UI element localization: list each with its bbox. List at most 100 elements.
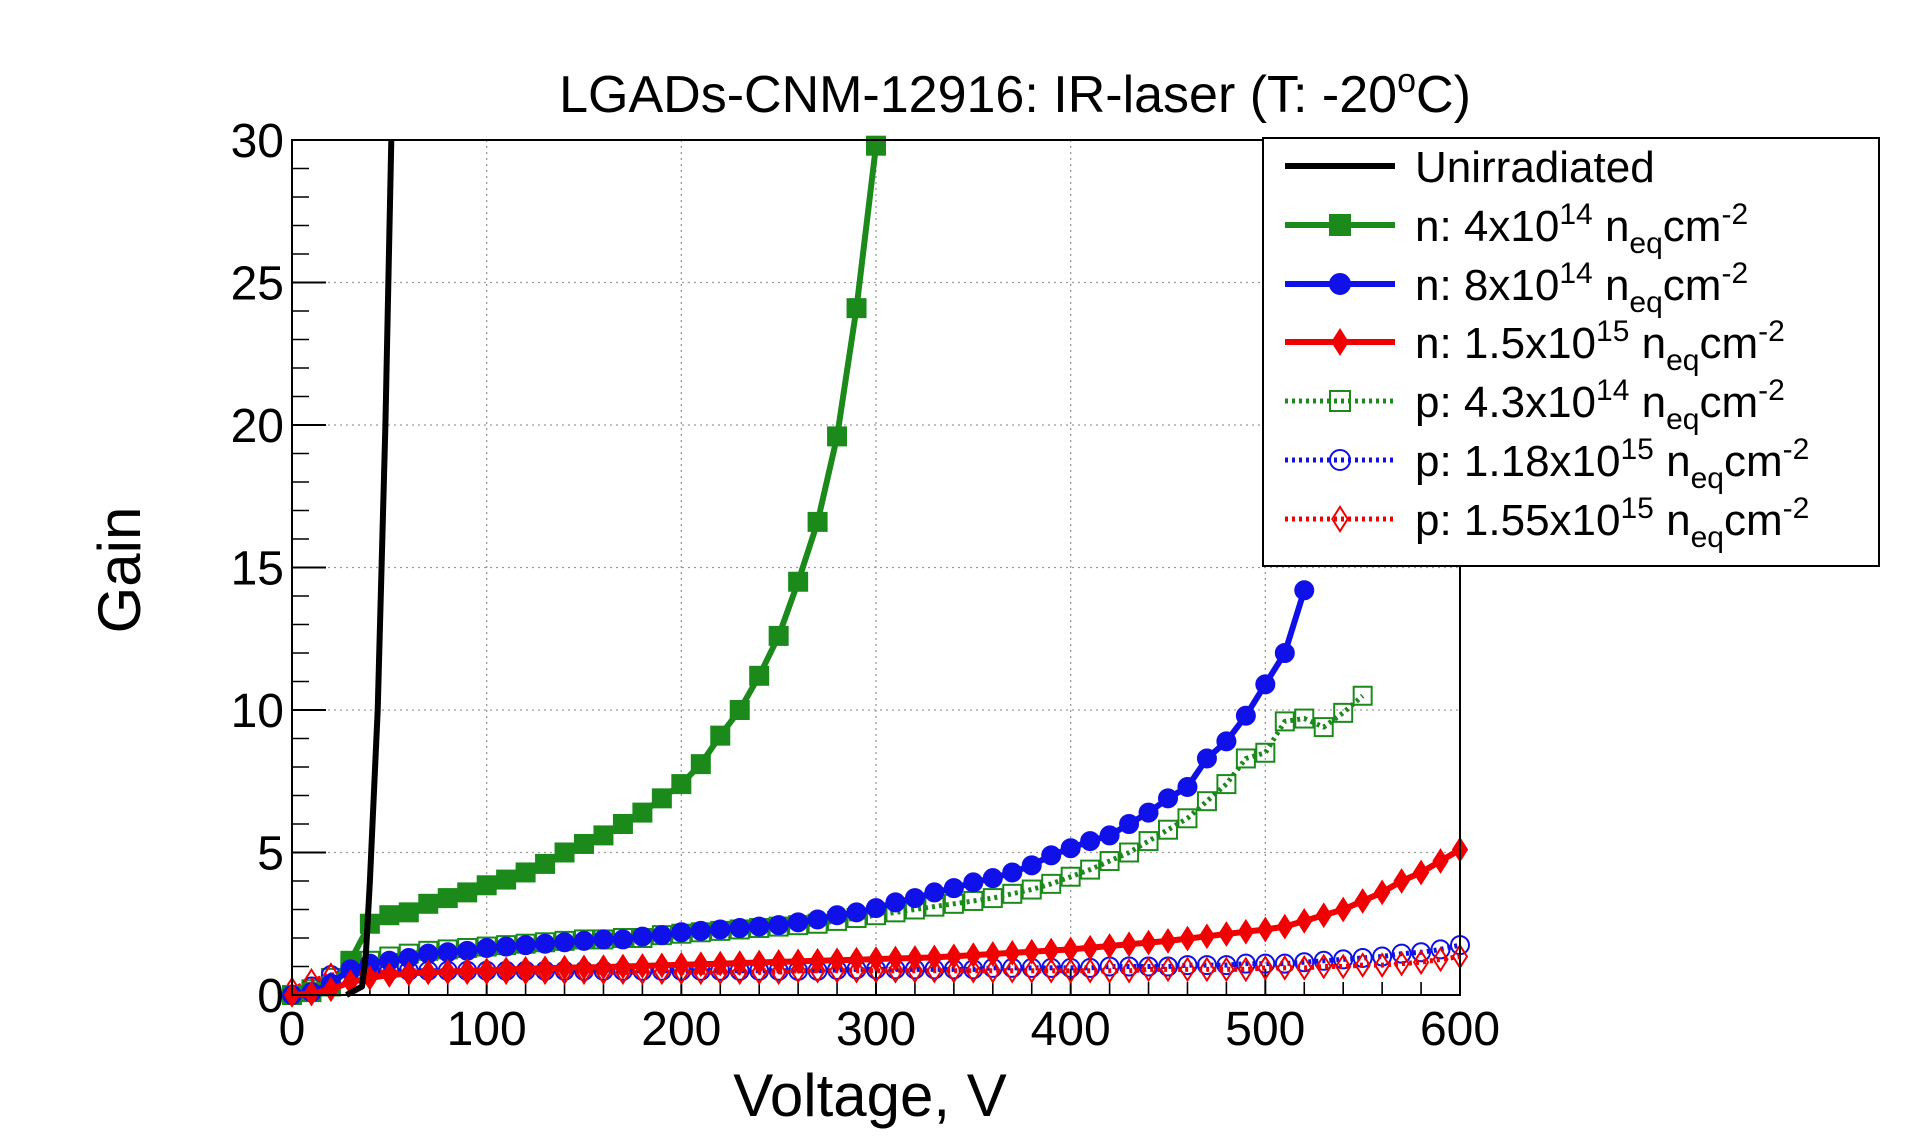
data-point	[1159, 956, 1177, 983]
data-point	[1255, 953, 1276, 974]
data-point	[1041, 845, 1062, 866]
data-point	[1373, 879, 1391, 906]
data-point	[1159, 927, 1177, 954]
data-point	[1333, 949, 1354, 970]
x-tick-label: 600	[1420, 1003, 1500, 1056]
data-point	[1198, 923, 1216, 950]
data-point	[1294, 580, 1315, 601]
data-point	[690, 920, 711, 941]
data-point	[788, 571, 809, 592]
data-point	[1412, 949, 1430, 976]
data-point	[1255, 742, 1276, 763]
data-point	[457, 940, 478, 961]
data-point	[963, 872, 984, 893]
data-point	[1274, 643, 1295, 663]
data-point	[1235, 953, 1256, 974]
data-point	[1080, 859, 1101, 880]
data-point	[1216, 774, 1237, 795]
data-point	[943, 878, 964, 899]
data-point	[671, 922, 692, 943]
data-point	[867, 957, 885, 984]
data-point	[926, 957, 943, 984]
data-point	[1373, 952, 1391, 978]
data-point	[398, 902, 419, 923]
data-point	[1099, 851, 1120, 872]
data-point	[632, 926, 653, 947]
series-1	[282, 135, 886, 1005]
x-tick-label: 0	[279, 1003, 306, 1056]
data-point	[632, 802, 653, 823]
data-point	[651, 925, 672, 946]
x-tick-label: 500	[1225, 1003, 1305, 1056]
data-point	[1062, 936, 1079, 963]
grid	[292, 140, 1460, 995]
data-point	[1101, 957, 1118, 984]
data-point	[1080, 831, 1101, 852]
data-point	[593, 929, 614, 950]
data-point	[535, 933, 556, 954]
data-point	[1177, 955, 1198, 976]
data-point	[1329, 390, 1351, 412]
data-point	[827, 905, 848, 926]
data-point	[1004, 957, 1021, 984]
data-point	[1138, 802, 1159, 823]
data-point	[827, 426, 848, 447]
data-point	[634, 953, 651, 979]
data-point	[1119, 842, 1140, 863]
data-point	[1276, 955, 1293, 981]
data-point	[729, 700, 750, 720]
data-point	[729, 918, 750, 939]
data-point	[1393, 950, 1410, 977]
data-point	[1354, 888, 1371, 914]
y-tick-labels: 0 5 10 15 20 25 30	[231, 115, 284, 1023]
legend-entry: Unirradiated	[1285, 143, 1655, 192]
series-3	[283, 836, 1469, 1008]
data-point	[1237, 918, 1255, 945]
data-point	[653, 952, 671, 979]
data-point	[1021, 879, 1042, 900]
data-point	[982, 868, 1003, 889]
legend-entry: n: 1.5x1015 neqcm-2	[1285, 315, 1785, 377]
data-point	[770, 959, 787, 986]
chart-title-end: C)	[1416, 66, 1471, 124]
data-point	[906, 945, 924, 971]
legend-label: n: 4x1014 neqcm-2	[1415, 198, 1748, 260]
data-point	[788, 912, 809, 933]
data-point	[1060, 838, 1081, 859]
legend-entry: n: 4x1014 neqcm-2	[1285, 198, 1748, 260]
data-point	[457, 882, 478, 903]
data-point	[867, 946, 885, 972]
data-point	[515, 935, 536, 956]
data-point	[1296, 955, 1313, 981]
data-point	[770, 949, 787, 975]
data-point	[1218, 921, 1235, 947]
data-point	[1313, 950, 1334, 971]
data-point	[749, 665, 770, 686]
data-point	[673, 951, 690, 978]
y-tick-label: 10	[231, 685, 284, 738]
data-point	[984, 941, 1001, 967]
data-point	[807, 511, 828, 532]
data-point	[1352, 685, 1373, 706]
data-point	[1237, 956, 1255, 983]
data-point	[1002, 883, 1023, 904]
data-point	[1335, 953, 1352, 980]
data-point	[554, 842, 575, 863]
data-point	[710, 725, 731, 746]
data-point	[1331, 328, 1349, 356]
data-point	[1119, 956, 1140, 977]
x-tick-label: 400	[1031, 1003, 1111, 1056]
data-point	[1158, 788, 1178, 809]
legend-label: p: 1.18x1015 neqcm-2	[1415, 433, 1809, 495]
data-point	[807, 909, 828, 930]
data-point	[1315, 902, 1332, 929]
chart-title-degree: o	[1397, 62, 1416, 100]
data-point	[885, 892, 906, 913]
data-point	[1257, 955, 1274, 981]
legend-entry: p: 1.55x1015 neqcm-2	[1285, 492, 1809, 554]
data-point	[535, 853, 556, 874]
data-point	[1329, 214, 1351, 236]
data-point	[1177, 776, 1198, 797]
data-point	[1218, 956, 1235, 983]
data-point	[846, 902, 867, 923]
